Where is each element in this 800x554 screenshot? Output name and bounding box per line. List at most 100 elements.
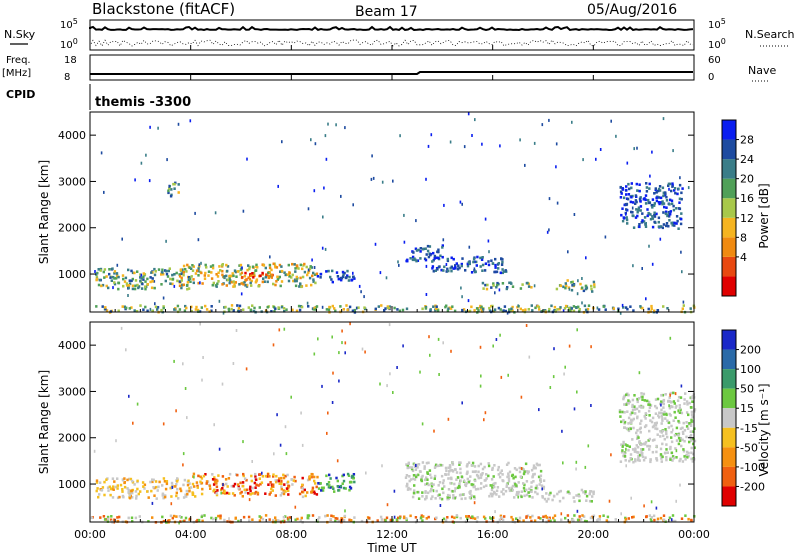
power-cell-1 [270, 268, 273, 272]
power-cell-0 [124, 276, 128, 280]
power-cell-4 [417, 248, 420, 252]
velocity-scatter-point [500, 375, 503, 379]
power-cell-1 [312, 271, 315, 275]
power-cell-9 [661, 186, 665, 190]
power-scatter-point [358, 284, 361, 288]
velocity-scatter-point [178, 521, 180, 525]
velocity-cell-0 [98, 481, 102, 484]
power-scatter-point [321, 246, 324, 250]
power-cell-0 [95, 277, 99, 281]
velocity-cell-3 [535, 484, 538, 488]
power-cell-10 [146, 309, 149, 313]
power-cell-1 [312, 280, 315, 283]
velocity-cell-5 [633, 408, 637, 411]
velocity-cell-3 [416, 466, 419, 469]
power-cell-5 [479, 256, 482, 260]
velocity-cell-3 [467, 480, 470, 484]
velocity-cell-0 [186, 492, 189, 496]
velocity-cell-2 [321, 489, 325, 492]
power-cell-0 [144, 285, 147, 288]
velocity-cell-4 [559, 489, 562, 493]
power-cell-10 [578, 308, 581, 311]
nsky-tick-bottom: 100 [60, 37, 78, 51]
velocity-cell-5 [634, 448, 637, 452]
velocity-scatter-point [669, 336, 672, 340]
power-cell-1 [296, 266, 299, 269]
velocity-scatter-point [132, 421, 134, 425]
velocity-cell-3 [502, 488, 505, 491]
velocity-cell-5 [668, 396, 671, 399]
power-scatter-point [562, 309, 565, 313]
velocity-scatter-point [338, 379, 340, 383]
power-scatter-point [355, 306, 358, 310]
velocity-cell-4 [556, 492, 559, 496]
velocity-cell-3 [444, 466, 448, 470]
velocity-cell-6 [326, 514, 329, 517]
velocity-cell-3 [433, 477, 436, 480]
power-cell-10 [569, 306, 572, 310]
velocity-cell-1 [272, 473, 275, 476]
power-cell-10 [363, 306, 366, 309]
velocity-cell-1 [287, 489, 290, 492]
power-cell-10 [314, 308, 317, 311]
power-cell-10 [597, 308, 601, 311]
velocity-cell-6 [130, 516, 134, 520]
cpid-panel: CPID themis -3300 [6, 84, 191, 110]
velocity-cell-2 [352, 476, 355, 480]
power-cell-1 [307, 271, 310, 274]
velocity-cell-1 [280, 482, 283, 486]
power-cell-10 [224, 305, 227, 309]
power-cell-0 [184, 268, 187, 271]
power-cell-9 [626, 197, 630, 201]
power-cell-0 [160, 283, 163, 286]
power-cell-1 [264, 266, 267, 270]
velocity-cell-3 [454, 487, 457, 490]
power-cell-10 [497, 306, 501, 310]
power-cell-0 [128, 282, 132, 285]
power-cell-10 [401, 308, 405, 312]
velocity-cell-5 [673, 410, 676, 414]
velocity-cell-1 [249, 493, 252, 496]
velocity-cell-6 [560, 518, 563, 522]
velocity-cell-5 [647, 403, 650, 406]
power-cell-0 [141, 282, 144, 286]
velocity-cell-3 [477, 487, 480, 491]
velocity-cell-5 [691, 420, 695, 423]
power-scatter-point [198, 263, 201, 267]
power-scatter-point [585, 256, 587, 260]
velocity-cell-6 [542, 515, 545, 519]
power-cell-9 [660, 201, 664, 204]
velocity-cell-1 [308, 475, 312, 478]
power-cell-10 [210, 309, 213, 313]
velocity-cell-3 [528, 495, 531, 498]
power-cell-10 [258, 306, 261, 309]
velocity-scatter-point [463, 493, 465, 496]
power-cell-5 [497, 262, 500, 265]
velocity-cell-5 [685, 400, 689, 403]
velocity-cell-5 [688, 422, 691, 425]
velocity-cell-3 [522, 482, 525, 485]
velocity-cell-6 [459, 516, 462, 520]
velocity-cell-5 [625, 401, 629, 405]
velocity-cell-5 [629, 457, 632, 460]
velocity-cell-6 [300, 516, 303, 520]
power-cell-2 [265, 273, 268, 276]
velocity-scatter-point [528, 355, 531, 359]
power-cell-5 [497, 267, 500, 270]
power-cell-9 [676, 192, 679, 196]
power-cell-10 [125, 306, 128, 310]
power-scatter-point [604, 235, 607, 239]
power-cell-5 [487, 263, 491, 267]
power-cell-9 [667, 224, 670, 228]
power-cell-1 [236, 270, 239, 273]
velocity-cell-6 [690, 519, 693, 522]
power-cell-10 [541, 310, 544, 313]
velocity-cell-3 [511, 488, 514, 492]
power-cell-10 [162, 306, 165, 310]
velocity-cell-0 [96, 487, 99, 490]
velocity-cell-6 [566, 514, 570, 517]
power-cell-9 [669, 198, 672, 202]
velocity-cell-6 [602, 514, 605, 517]
power-cell-1 [188, 266, 191, 269]
velocity-cell-3 [409, 478, 413, 481]
